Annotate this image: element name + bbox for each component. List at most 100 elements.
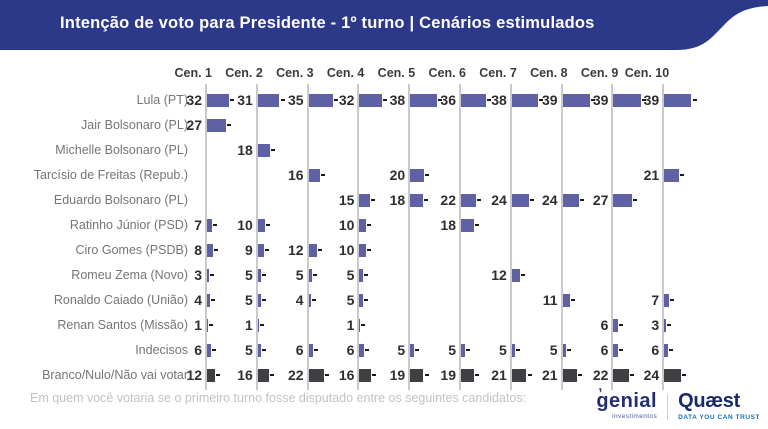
bar-whisker-marker <box>363 299 368 301</box>
column-header-9: Cen. 9 <box>580 66 619 80</box>
logo-area: ʼ genial investimentos Quæst DATA YOU CA… <box>596 385 760 424</box>
bar <box>257 343 262 357</box>
bar-whisker-marker <box>262 349 267 351</box>
bar <box>257 243 265 257</box>
bar <box>308 268 313 282</box>
bar-whisker-marker <box>367 249 372 251</box>
value-label: 8 <box>194 241 202 258</box>
bar <box>562 343 567 357</box>
bar-whisker-marker <box>465 349 470 351</box>
bar <box>359 93 382 107</box>
bar <box>308 343 313 357</box>
bar-whisker-marker <box>364 349 369 351</box>
bar-whisker-marker <box>262 274 267 276</box>
value-label: 24 <box>643 366 660 383</box>
bar-whisker-marker <box>580 199 585 201</box>
value-label: 18 <box>440 216 456 233</box>
bar-whisker-marker <box>280 99 285 101</box>
bar <box>511 93 539 107</box>
bar <box>257 293 262 307</box>
quaest-logo: Quæst DATA YOU CAN TRUST <box>668 390 760 421</box>
bar-whisker-marker <box>567 349 572 351</box>
bar <box>664 293 670 307</box>
bar <box>257 268 262 282</box>
bar <box>207 243 213 257</box>
value-label: 5 <box>245 291 253 308</box>
bar-whisker-marker <box>382 99 387 101</box>
bar-whisker-marker <box>371 374 376 376</box>
quaest-logo-subtext: DATA YOU CAN TRUST <box>678 414 760 421</box>
value-label: 10 <box>237 216 253 233</box>
bar-whisker-marker <box>230 99 235 101</box>
value-label: 16 <box>288 166 304 183</box>
axis-line-5 <box>408 84 411 390</box>
bar <box>257 318 259 332</box>
bar-whisker-marker <box>208 324 213 326</box>
value-label: 6 <box>194 341 202 358</box>
row-label: Jair Bolsonaro (PL) <box>81 117 188 132</box>
value-label: 22 <box>440 191 456 208</box>
bar <box>359 243 367 257</box>
bar <box>207 368 216 382</box>
value-label: 22 <box>592 366 609 383</box>
bar <box>207 268 210 282</box>
bar <box>511 193 529 207</box>
bar <box>257 143 271 157</box>
quaest-logo-text: Quæst <box>678 390 740 412</box>
bar <box>359 193 370 207</box>
row-label: Lula (PT) <box>136 92 188 107</box>
value-label: 15 <box>338 191 355 208</box>
column-header-4: Cen. 4 <box>326 66 365 80</box>
axis-line-3 <box>306 84 309 390</box>
value-label: 18 <box>389 191 406 208</box>
bar <box>562 93 590 107</box>
bar <box>613 93 641 107</box>
value-label: 5 <box>448 341 456 358</box>
bar-whisker-marker <box>516 349 521 351</box>
bar-whisker-marker <box>313 349 318 351</box>
value-label: 6 <box>600 316 609 333</box>
bar-whisker-marker <box>271 149 276 151</box>
bar-whisker-marker <box>529 199 534 201</box>
bar <box>664 168 679 182</box>
row-label: Ciro Gomes (PSDB) <box>75 242 188 257</box>
bar <box>461 193 477 207</box>
genial-logo-mark-icon: ʼ <box>598 385 603 401</box>
value-label: 5 <box>397 341 406 358</box>
bar <box>664 318 667 332</box>
value-label: 27 <box>592 191 609 208</box>
bar <box>410 93 437 107</box>
bar-whisker-marker <box>679 174 684 176</box>
column-header-3: Cen. 3 <box>276 66 314 80</box>
row-label: Branco/Nulo/Não vai votar <box>42 367 188 382</box>
bar-whisker-marker <box>425 174 430 176</box>
bar-whisker-marker <box>670 299 675 301</box>
value-label: 10 <box>338 241 355 258</box>
bar-whisker-marker <box>539 99 544 101</box>
bar <box>359 368 371 382</box>
bar-whisker-marker <box>414 349 419 351</box>
axis-line-9 <box>611 84 614 390</box>
bar-whisker-marker <box>210 274 215 276</box>
bar-whisker-marker <box>477 199 482 201</box>
value-label: 6 <box>600 341 609 358</box>
value-label: 3 <box>194 266 202 283</box>
bar-whisker-marker <box>370 199 375 201</box>
value-label: 4 <box>295 291 304 308</box>
value-label: 7 <box>651 291 660 308</box>
row-label: Tarcísio de Freitas (Repub.) <box>33 167 188 182</box>
bar <box>308 243 317 257</box>
bar <box>562 368 578 382</box>
bar-whisker-marker <box>475 374 480 376</box>
axis-line-7 <box>509 84 512 390</box>
value-label: 6 <box>295 341 304 358</box>
bar-whisker-marker <box>320 174 325 176</box>
value-label: 39 <box>542 91 558 108</box>
bar <box>511 268 521 282</box>
bar-whisker-marker <box>313 274 318 276</box>
bar-whisker-marker <box>474 224 479 226</box>
bar <box>359 343 364 357</box>
row-label: Eduardo Bolsonaro (PL) <box>53 192 188 207</box>
value-label: 36 <box>440 91 456 108</box>
bar <box>664 343 669 357</box>
